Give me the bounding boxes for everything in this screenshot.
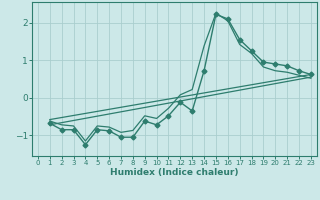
- X-axis label: Humidex (Indice chaleur): Humidex (Indice chaleur): [110, 168, 239, 177]
